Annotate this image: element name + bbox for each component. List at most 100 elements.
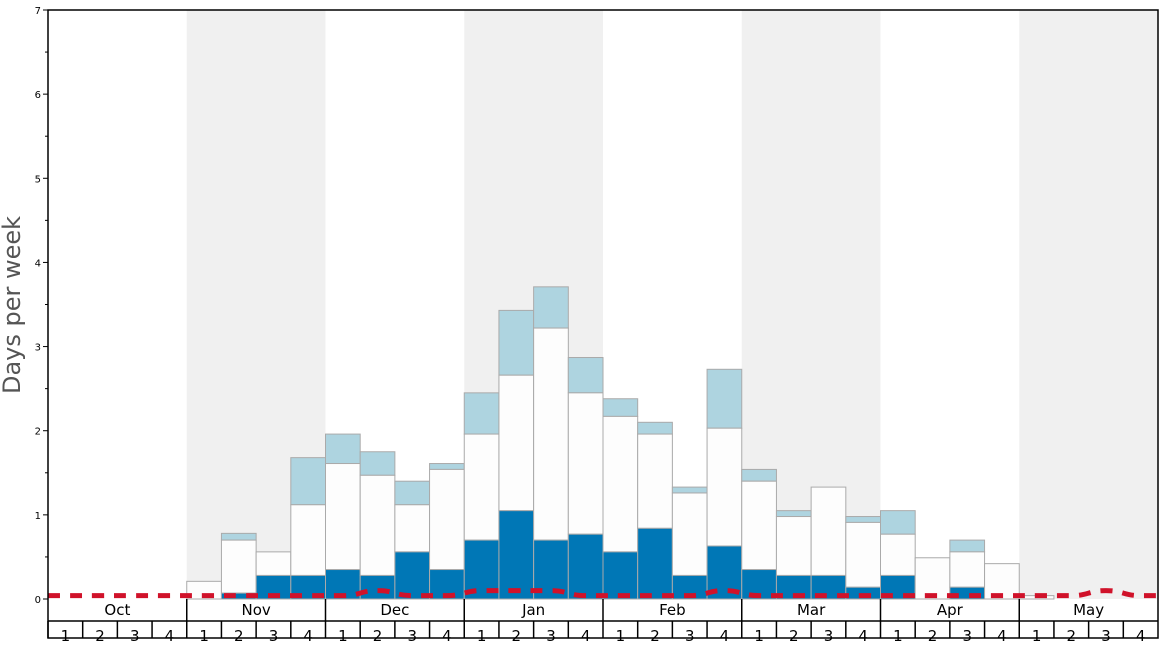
bar-white-dec-4 [429,468,465,571]
week-label: 2 [234,627,244,645]
week-label: 2 [373,627,383,645]
month-label-nov: Nov [241,601,270,619]
y-tick-label: 2 [35,427,41,438]
month-label-jan: Jan [521,601,545,619]
bar-light-blue-jan-1 [463,392,500,435]
bar-light-blue-nov-4 [290,457,326,506]
bar-white-nov-2 [220,539,257,594]
y-tick-label: 3 [35,343,41,354]
week-label: 4 [858,627,868,645]
week-label: 2 [928,627,938,645]
bar-white-apr-2 [914,557,951,600]
bar-light-blue-mar-2 [775,510,812,518]
y-tick-label: 7 [35,6,41,17]
bar-light-blue-feb-3 [671,486,708,494]
bar-dark-blue-feb-1 [602,551,639,600]
week-label: 1 [477,627,487,645]
week-label: 3 [1101,627,1111,645]
bar-white-nov-3 [255,551,292,576]
y-tick-label: 4 [35,258,41,269]
week-label: 4 [581,627,591,645]
bar-white-apr-4 [984,563,1020,600]
bar-dark-blue-jan-4 [567,533,604,600]
bar-white-mar-1 [741,480,777,571]
week-label: 3 [546,627,556,645]
bar-white-apr-1 [880,533,916,576]
month-label-apr: Apr [937,601,964,619]
bar-white-jan-1 [463,433,500,541]
month-label-may: May [1073,601,1104,619]
week-label: 4 [997,627,1007,645]
week-label: 3 [824,627,834,645]
dashed-line [48,588,1158,599]
x-axis: Oct 1 2 3 4 Nov 1 2 3 4 Dec 1 2 3 4 Jan 1 2 3 4 Feb 1 2 3 4 Mar 1 2… [47,599,1158,645]
week-label: 2 [1067,627,1077,645]
bar-dark-blue-jan-2 [498,510,535,600]
week-label: 1 [61,627,71,645]
bar-light-blue-dec-3 [394,480,431,506]
week-label: 2 [512,627,522,645]
bar-white-jan-2 [498,374,535,512]
week-label: 3 [130,627,140,645]
month-label-dec: Dec [380,601,409,619]
y-tick-label: 0 [35,595,41,606]
week-label: 3 [685,627,695,645]
week-label: 4 [303,627,313,645]
bar-light-blue-mar-4 [845,516,881,523]
bar-white-mar-3 [810,486,847,576]
week-label: 1 [893,627,903,645]
week-label: 1 [199,627,209,645]
dashed-line-series [48,588,1158,599]
bar-white-jan-3 [533,327,569,541]
bar-dark-blue-feb-2 [637,527,673,600]
bar-white-dec-3 [394,504,431,553]
week-label: 3 [962,627,972,645]
week-label: 1 [1032,627,1042,645]
week-label: 2 [650,627,660,645]
bar-light-blue-jan-3 [533,286,569,329]
week-label: 3 [269,627,279,645]
bar-light-blue-feb-4 [706,368,743,429]
bar-white-feb-2 [637,433,673,529]
bar-light-blue-dec-1 [325,433,361,465]
bar-light-blue-dec-4 [429,463,465,470]
week-label: 4 [720,627,730,645]
month-shade-may [1019,10,1158,599]
week-label: 1 [616,627,626,645]
bar-white-nov-4 [290,504,326,576]
bar-light-blue-jan-2 [498,309,535,376]
bar-white-apr-3 [949,551,986,588]
bar-white-feb-4 [706,427,743,547]
week-label: 3 [407,627,417,645]
month-label-oct: Oct [104,601,130,619]
week-label: 2 [95,627,105,645]
bar-light-blue-feb-1 [602,398,639,417]
week-label: 4 [1136,627,1146,645]
bar-white-feb-3 [671,492,708,576]
bar-light-blue-dec-2 [359,451,396,476]
bar-white-mar-4 [845,521,881,588]
week-label: 1 [754,627,764,645]
bar-dark-blue-dec-2 [359,574,396,600]
bar-white-jan-4 [567,392,604,535]
y-tick-label: 6 [35,90,41,101]
bar-light-blue-mar-1 [741,468,777,482]
bar-light-blue-jan-4 [567,357,604,394]
week-label: 4 [165,627,175,645]
bar-white-dec-2 [359,474,396,576]
bar-light-blue-feb-2 [637,421,673,435]
y-axis-label: Days per week [0,216,26,394]
y-tick-label: 5 [35,174,41,185]
bar-white-mar-2 [775,516,812,576]
y-axis: 0 1 2 3 4 5 6 7 [35,6,48,606]
y-tick-label: 1 [35,511,41,522]
bar-light-blue-nov-2 [220,532,257,541]
bar-white-dec-1 [325,463,361,571]
week-label: 1 [338,627,348,645]
bar-light-blue-apr-3 [949,539,986,553]
month-label-feb: Feb [659,601,686,619]
bar-light-blue-apr-1 [880,510,916,535]
month-label-mar: Mar [797,601,826,619]
week-label: 4 [442,627,452,645]
